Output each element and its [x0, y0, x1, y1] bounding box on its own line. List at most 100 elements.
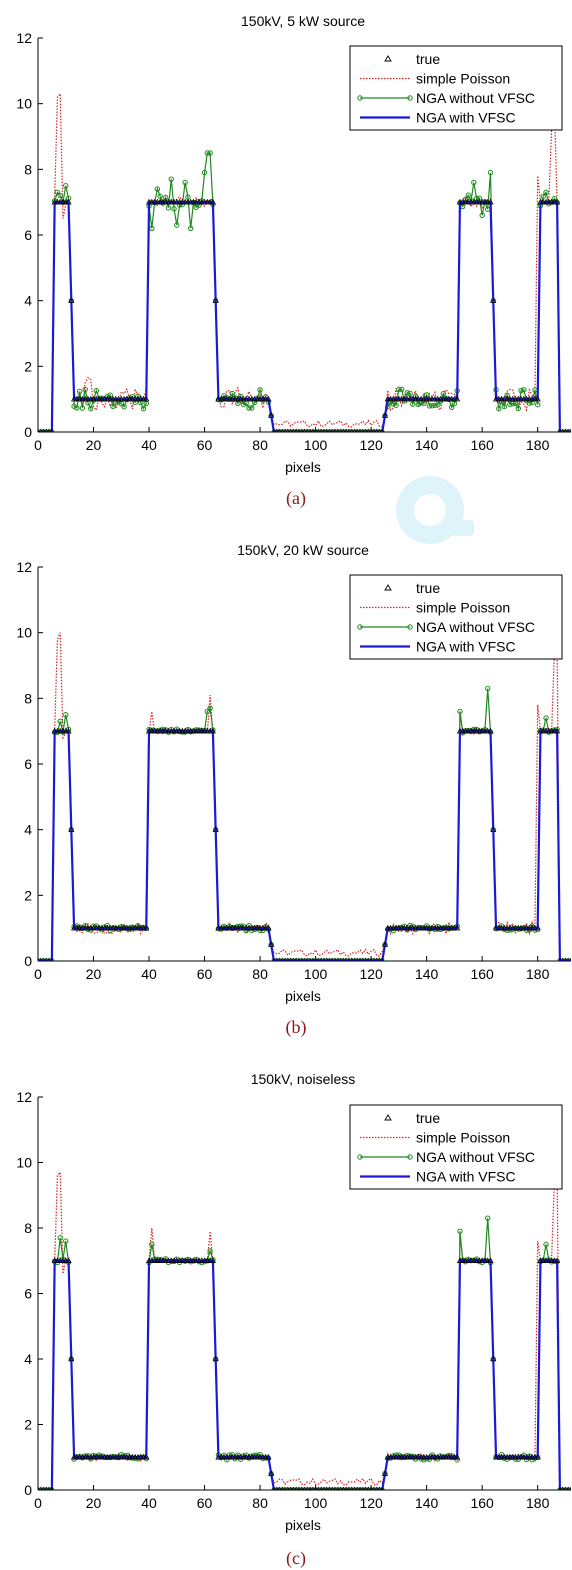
series-group: [38, 92, 571, 432]
y-tick-label: 6: [24, 227, 32, 243]
nga-without-vfsc-point: [471, 179, 477, 186]
nga-without-vfsc-point: [149, 1241, 155, 1248]
chart-title: 150kV, noiseless: [251, 1071, 356, 1087]
nga-without-vfsc-point: [246, 405, 252, 411]
y-tick-label: 8: [24, 1220, 32, 1236]
y-tick-label: 12: [16, 30, 32, 46]
true-point: [68, 297, 75, 303]
nga-without-vfsc-point: [551, 195, 558, 202]
nga-without-vfsc-point: [457, 1228, 463, 1234]
y-tick-label: 6: [24, 1286, 32, 1302]
legend-label: NGA with VFSC: [416, 639, 516, 655]
nga-without-vfsc-point: [521, 387, 527, 393]
true-point: [265, 395, 272, 402]
nga-without-vfsc-point: [404, 390, 410, 396]
panel-caption: (b): [286, 1017, 307, 1038]
nga-without-vfsc-point: [393, 402, 399, 408]
true-point: [209, 727, 216, 734]
true-point: [265, 924, 272, 931]
nga-without-vfsc-point: [93, 388, 99, 394]
true-point: [212, 297, 219, 303]
x-tick-label: 100: [304, 437, 328, 453]
x-axis-label: pixels: [285, 459, 321, 475]
y-tick-label: 0: [24, 424, 32, 440]
nga-without-vfsc-point: [465, 192, 471, 198]
true-point: [65, 1257, 72, 1263]
series-nga-with-vfsc: [38, 1259, 571, 1490]
nga-without-vfsc-point: [257, 387, 263, 393]
true-point: [212, 1355, 219, 1362]
series-simple-poisson: [38, 92, 571, 432]
nga-without-vfsc-point: [74, 405, 80, 411]
nga-without-vfsc-point: [121, 404, 127, 410]
true-point: [380, 1486, 385, 1490]
x-tick-label: 160: [470, 437, 494, 453]
nga-without-vfsc-point: [154, 186, 161, 192]
nga-without-vfsc-point: [501, 403, 508, 410]
nga-without-vfsc-point: [187, 225, 194, 232]
x-tick-label: 20: [86, 437, 102, 453]
true-point: [454, 1453, 461, 1460]
nga-without-vfsc-point: [396, 386, 402, 393]
true-point: [381, 941, 389, 947]
true-point: [490, 826, 497, 832]
nga-without-vfsc-point: [171, 206, 177, 212]
nga-without-vfsc-point: [65, 195, 72, 201]
nga-without-vfsc-point: [57, 718, 63, 725]
x-tick-label: 180: [526, 437, 550, 453]
true-point: [68, 1355, 75, 1362]
true-point: [381, 412, 389, 418]
y-tick-label: 2: [24, 358, 32, 374]
true-point: [490, 297, 497, 303]
legend-marker-nga-without-vfsc: [407, 95, 413, 101]
chart-title: 150kV, 20 kW source: [237, 542, 369, 558]
series-nga-without-vfsc: [38, 152, 571, 432]
x-tick-label: 80: [252, 1495, 268, 1511]
y-tick-label: 8: [24, 161, 32, 177]
true-point: [569, 1486, 571, 1490]
y-tick-label: 0: [24, 953, 32, 969]
y-tick-label: 12: [16, 1089, 32, 1105]
panel-caption: (a): [286, 488, 306, 509]
true-point: [50, 428, 54, 432]
nga-without-vfsc-point: [432, 402, 438, 408]
x-tick-label: 40: [141, 966, 157, 982]
series-nga-with-vfsc: [38, 730, 571, 961]
x-tick-label: 60: [197, 437, 213, 453]
true-point: [381, 1470, 389, 1476]
x-tick-label: 40: [141, 1495, 157, 1511]
nga-without-vfsc-point: [57, 1235, 63, 1241]
nga-without-vfsc-point: [157, 193, 163, 199]
x-tick-label: 80: [252, 966, 268, 982]
true-point: [209, 1257, 216, 1263]
y-tick-label: 2: [24, 887, 32, 903]
nga-without-vfsc-point: [496, 405, 502, 412]
nga-without-vfsc-point: [515, 405, 521, 412]
true-point: [68, 826, 75, 832]
series-group: [38, 1168, 571, 1490]
legend-label: NGA with VFSC: [416, 110, 516, 126]
true-point: [268, 1470, 275, 1476]
nga-without-vfsc-point: [510, 400, 516, 407]
true-point: [554, 727, 561, 734]
panel-caption: (c): [286, 1548, 306, 1569]
x-tick-label: 100: [304, 1495, 328, 1511]
true-point: [534, 924, 541, 931]
true-point: [380, 957, 385, 961]
true-point: [268, 412, 275, 418]
nga-without-vfsc-point: [543, 715, 549, 721]
x-axis-label: pixels: [285, 1517, 321, 1533]
nga-without-vfsc-point: [249, 405, 255, 411]
true-point: [569, 957, 571, 961]
x-tick-label: 0: [34, 1495, 42, 1511]
nga-without-vfsc-point: [429, 402, 435, 409]
nga-without-vfsc-point: [457, 708, 463, 715]
legend-label: true: [416, 1110, 440, 1126]
y-tick-label: 4: [24, 822, 32, 838]
true-point: [454, 395, 461, 402]
true-point: [554, 198, 561, 205]
true-point: [534, 1453, 541, 1460]
